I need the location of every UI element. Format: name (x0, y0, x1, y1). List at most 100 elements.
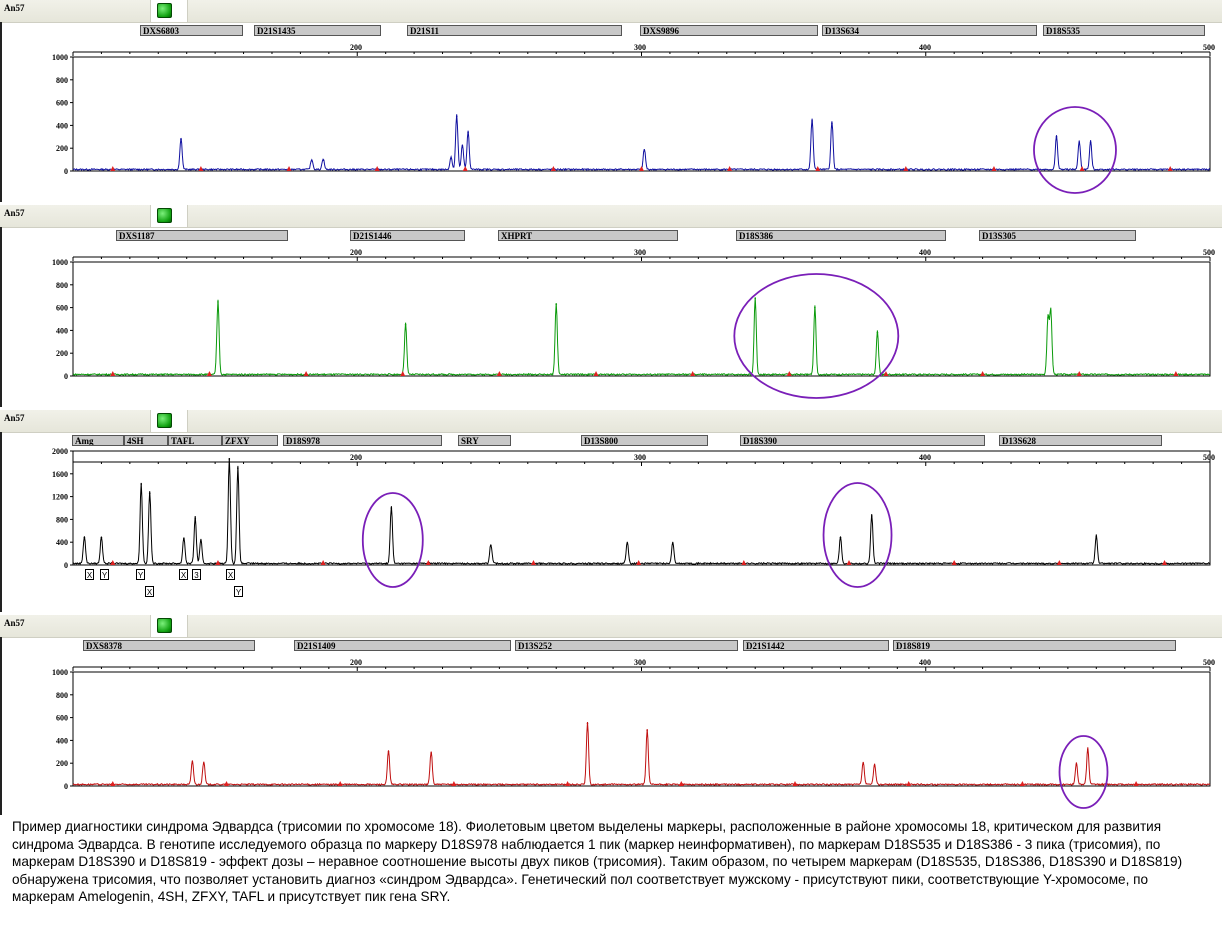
bin-marker (451, 781, 457, 786)
status-indicator-button[interactable] (157, 413, 172, 428)
marker-label: D13S252 (515, 640, 738, 651)
marker-label: D21S1442 (743, 640, 889, 651)
bin-marker (883, 371, 889, 376)
electropherogram-plot-4: 1000 800 600 400 200 0 (52, 666, 1211, 809)
top-axis-label: 200 (350, 248, 362, 257)
peak-point (555, 303, 558, 305)
bin-marker (636, 560, 642, 565)
peak-point (870, 515, 873, 517)
peak-point (322, 159, 324, 161)
peak-point (310, 159, 313, 162)
marker-label: DXS1187 (116, 230, 288, 241)
peak-point (387, 751, 390, 753)
bin-marker (991, 166, 997, 171)
top-axis-label: 500 (1203, 658, 1215, 667)
allele-label: X (179, 569, 188, 580)
marker-label: D18S819 (893, 640, 1176, 651)
bin-marker (320, 560, 326, 565)
peak-point (873, 764, 876, 767)
peak-point (148, 492, 151, 494)
peak-point (191, 761, 194, 763)
peak-point (217, 301, 219, 303)
peak-point (83, 536, 86, 539)
marker-label: TAFL (168, 435, 222, 446)
status-indicator-button[interactable] (157, 208, 172, 223)
peak-point (1086, 748, 1089, 751)
plot-frame (72, 261, 1211, 377)
marker-label: D13S628 (999, 435, 1162, 446)
peak-point (586, 722, 589, 725)
y-tick-label: 1600 (52, 470, 68, 479)
peak-point (455, 115, 458, 118)
bin-marker (906, 781, 912, 786)
bin-marker (815, 166, 821, 171)
bin-marker (980, 371, 986, 376)
marker-label: D13S305 (979, 230, 1136, 241)
bin-marker (741, 560, 747, 565)
peak-point (461, 145, 464, 147)
peak-point (1078, 141, 1081, 144)
top-axis-label: 300 (634, 658, 646, 667)
peak-point (626, 542, 629, 545)
electropherogram-plot-1: 1000 800 600 400 200 0 (52, 51, 1211, 194)
sample-label: An57 (4, 208, 25, 218)
bin-marker (198, 166, 204, 171)
bin-marker (690, 371, 696, 376)
peak-point (811, 120, 813, 122)
bin-marker (951, 560, 957, 565)
bin-marker (593, 371, 599, 376)
bin-marker (903, 166, 909, 171)
bin-marker (1076, 371, 1082, 376)
peak-point (467, 131, 469, 134)
peak-point (237, 467, 239, 469)
marker-label: ZFXY (222, 435, 278, 446)
peak-point (1075, 763, 1078, 766)
marker-label: D13S800 (581, 435, 708, 446)
peak-point (140, 483, 143, 485)
bin-marker (846, 560, 852, 565)
status-indicator-button[interactable] (157, 618, 172, 633)
top-axis-label: 200 (350, 658, 362, 667)
highlight-ellipse (733, 273, 900, 399)
y-tick-label: 1000 (52, 258, 68, 267)
sample-label: An57 (4, 618, 25, 628)
bin-marker (110, 560, 116, 565)
y-tick-label: 600 (56, 99, 68, 108)
marker-label: Amg (72, 435, 124, 446)
panel-header: An57 (0, 0, 1222, 23)
y-tick-label: 0 (64, 167, 68, 176)
y-tick-label: 1000 (52, 668, 68, 677)
marker-label: D18S386 (736, 230, 946, 241)
marker-label: 4SH (124, 435, 168, 446)
peak-point (1055, 136, 1058, 138)
peak-point (671, 542, 674, 545)
bin-marker (1019, 781, 1025, 786)
top-axis-label: 200 (350, 453, 362, 462)
bin-marker (374, 166, 380, 171)
electropherogram-plot-2: 1000 800 600 400 200 0 (52, 256, 1211, 399)
peak-point (646, 729, 648, 731)
sample-label: An57 (4, 413, 25, 423)
top-axis-label: 400 (919, 658, 931, 667)
y-tick-label: 2000 (52, 447, 68, 456)
peak-point (430, 752, 432, 754)
peak-point (643, 149, 646, 152)
top-axis-label: 500 (1203, 248, 1215, 257)
peak-point (450, 157, 452, 160)
y-tick-label: 200 (56, 144, 68, 153)
y-tick-label: 1200 (52, 493, 68, 502)
bin-marker (215, 560, 221, 565)
marker-label: D18S390 (740, 435, 985, 446)
bin-marker (639, 166, 644, 171)
y-tick-label: 800 (56, 281, 68, 290)
y-tick-label: 800 (56, 691, 68, 700)
peak-point (100, 536, 103, 539)
y-tick-label: 1000 (52, 53, 68, 62)
bin-marker (303, 371, 309, 376)
status-indicator-button[interactable] (157, 3, 172, 18)
marker-label: D21S11 (407, 25, 622, 36)
peak-point (862, 762, 865, 764)
highlight-ellipse (1033, 106, 1117, 194)
top-axis-label: 400 (919, 43, 931, 52)
marker-label: DXS9896 (640, 25, 818, 36)
